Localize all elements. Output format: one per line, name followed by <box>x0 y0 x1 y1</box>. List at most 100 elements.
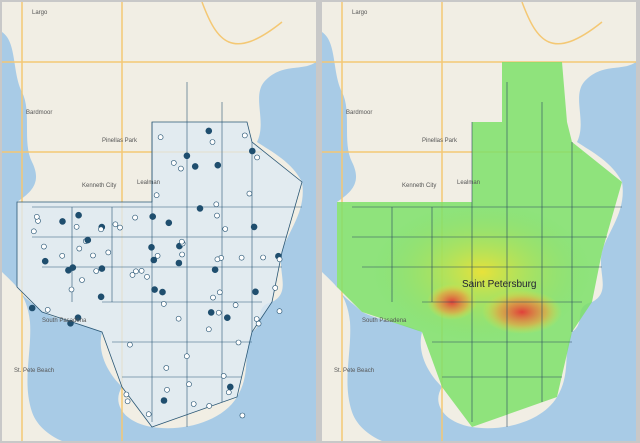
incident-dot <box>157 134 164 140</box>
incident-dot <box>84 236 92 244</box>
incident-dot <box>242 132 248 139</box>
incident-dot <box>252 288 259 296</box>
incident-dot <box>76 245 83 252</box>
incident-dot <box>205 127 213 135</box>
incident-dot <box>238 254 245 261</box>
incident-dot <box>117 224 123 231</box>
incident-dot <box>224 314 231 322</box>
incident-dot <box>41 243 47 250</box>
incident-dot <box>165 219 173 227</box>
place-label: St. Pete Beach <box>14 368 54 374</box>
incident-dot <box>179 238 185 245</box>
place-label: Pinellas Park <box>102 138 138 144</box>
incident-dot <box>214 256 221 263</box>
incident-dot <box>148 244 155 251</box>
incident-dot <box>150 256 158 264</box>
incident-dot <box>90 252 96 259</box>
incident-dot <box>67 319 74 327</box>
incident-dot <box>133 268 139 275</box>
incident-dot <box>235 339 242 346</box>
incident-dot <box>44 306 51 313</box>
incident-dot <box>232 302 239 308</box>
place-label: Kenneth City <box>82 183 116 189</box>
incident-dot <box>98 226 104 233</box>
place-label: Largo <box>32 10 48 16</box>
incident-dot <box>123 391 130 398</box>
place-label: Bardmoor <box>346 110 372 116</box>
incident-dot <box>153 192 160 198</box>
incident-dot <box>138 267 145 274</box>
districts-area <box>16 121 303 428</box>
incident-dot <box>260 254 266 261</box>
incident-dot <box>105 249 112 256</box>
incident-dot <box>217 289 223 296</box>
incident-dot <box>211 266 219 274</box>
incident-dot <box>255 320 262 327</box>
incident-dot <box>93 268 99 274</box>
incident-dot <box>160 397 168 404</box>
incident-dot <box>175 259 183 267</box>
incident-dot <box>149 213 156 220</box>
incident-dot <box>196 205 204 212</box>
incident-dot <box>163 365 170 371</box>
place-label: Bardmoor <box>26 110 52 116</box>
incident-dot <box>190 401 197 407</box>
incident-dot <box>239 412 246 419</box>
incident-dot <box>33 214 40 220</box>
incident-dot <box>186 381 192 388</box>
incident-dots <box>28 127 283 419</box>
incident-dot <box>250 223 258 231</box>
incident-dot <box>74 314 82 322</box>
incident-dot <box>41 257 49 265</box>
incident-dot <box>216 309 222 316</box>
incident-dot <box>178 165 184 172</box>
incident-dot <box>191 163 199 170</box>
incident-dot <box>75 211 82 219</box>
incident-dot <box>98 265 106 272</box>
place-label: Kenneth City <box>402 183 436 189</box>
incident-dot <box>206 403 212 409</box>
heat-high <box>482 290 562 334</box>
incident-dot <box>213 201 220 208</box>
place-label: St. Pete Beach <box>334 368 374 374</box>
incident-dot <box>68 286 75 293</box>
incident-dot <box>220 373 227 379</box>
map-left: Kenneth City Lealman Bardmoor Pinellas P… <box>2 2 316 441</box>
place-label: Lealman <box>457 180 480 186</box>
incident-dot <box>227 383 234 391</box>
incident-dot <box>209 139 216 145</box>
incident-dot <box>179 251 185 258</box>
incident-dot <box>249 147 256 155</box>
incident-dot <box>210 294 216 301</box>
incident-dot <box>254 154 260 161</box>
incident-dot <box>272 285 279 291</box>
incident-dot <box>276 308 283 315</box>
incident-dot <box>154 253 161 259</box>
incident-dot <box>222 226 228 232</box>
incident-dot <box>112 221 119 228</box>
incident-dot <box>69 264 77 271</box>
incident-dot <box>97 293 105 301</box>
incident-dot <box>144 273 150 280</box>
incident-dot <box>207 309 215 316</box>
incident-dot <box>164 386 170 393</box>
city-label: Saint Petersburg <box>462 279 537 290</box>
incident-dot <box>183 152 191 160</box>
incident-dot <box>132 214 138 221</box>
incident-dot <box>226 389 232 396</box>
incident-dot <box>129 272 136 278</box>
incident-dot <box>253 316 260 322</box>
incident-dot <box>30 228 37 235</box>
place-label: South Pasadena <box>42 318 87 324</box>
incident-dot <box>127 341 133 348</box>
incident-dot <box>246 190 253 197</box>
incident-dot <box>161 301 167 307</box>
place-label: Lealman <box>137 180 160 186</box>
incident-dot <box>214 161 222 169</box>
incident-dot <box>59 218 66 225</box>
incident-dot <box>184 353 190 360</box>
incident-dot <box>124 398 131 405</box>
incident-dot <box>159 288 166 296</box>
